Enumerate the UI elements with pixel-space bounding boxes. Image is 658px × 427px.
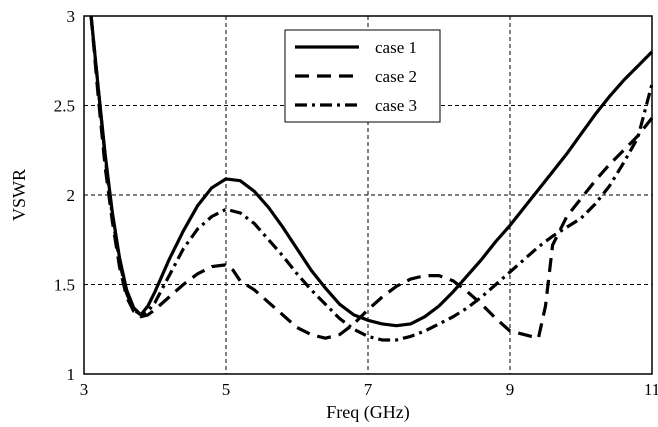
y-tick-label: 2.5 <box>54 97 75 116</box>
y-tick-label: 2 <box>67 186 76 205</box>
legend-label-case-1: case 1 <box>375 38 417 57</box>
legend-label-case-2: case 2 <box>375 67 417 86</box>
x-tick-label: 11 <box>644 380 658 399</box>
plot-frame <box>83 15 653 375</box>
legend-box <box>284 29 441 123</box>
legend-label-case-3: case 3 <box>375 96 417 115</box>
x-tick-label: 3 <box>80 380 89 399</box>
x-tick-label: 5 <box>222 380 231 399</box>
x-tick-label: 9 <box>506 380 515 399</box>
y-tick-label: 1 <box>67 365 76 384</box>
legend: case 1 case 2 case 3 <box>284 29 441 123</box>
x-tick-label: 7 <box>364 380 373 399</box>
y-axis-label: VSWR <box>9 169 29 221</box>
series-line-case-3 <box>89 15 654 342</box>
x-axis-label: Freq (GHz) <box>326 402 409 423</box>
series-line-case-2 <box>89 15 654 340</box>
series-layer <box>89 15 654 342</box>
y-tick-label: 1.5 <box>54 276 75 295</box>
y-tick-label: 3 <box>67 7 76 26</box>
